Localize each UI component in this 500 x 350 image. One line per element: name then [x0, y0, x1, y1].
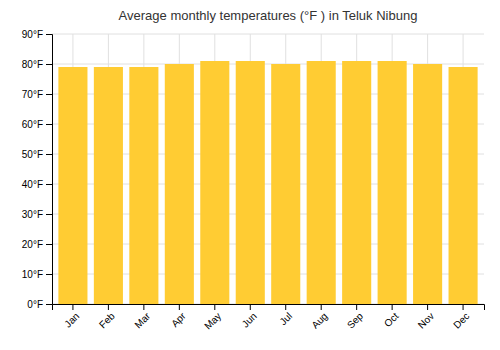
x-tick: Jul [277, 304, 294, 327]
bar [236, 61, 265, 304]
x-tick-label: Sep [345, 310, 366, 331]
bar [271, 64, 300, 304]
bar [94, 67, 123, 304]
y-axis: 0°F 10°F 20°F 30°F 40°F 50°F 60°F 70°F 80°F 90°F [22, 29, 53, 310]
y-tick-label: 60°F [22, 119, 43, 130]
y-tick: 80°F [22, 59, 52, 70]
x-tick: Oct [382, 304, 401, 329]
bar [342, 61, 371, 304]
x-tick-label: Aug [309, 310, 329, 330]
y-tick-mark [46, 274, 52, 275]
y-axis-line [46, 35, 53, 305]
x-axis: Jan Feb Mar Apr May Jun Jul Aug Sep Oct Nov Dec [53, 304, 485, 332]
x-tick-label: Jul [277, 310, 294, 327]
y-tick-label: 10°F [22, 269, 43, 280]
x-tick-label: Jun [240, 310, 259, 329]
y-tick-mark [46, 34, 52, 35]
x-tick-mark [427, 304, 428, 310]
x-tick: Nov [416, 304, 436, 331]
x-tick-mark [463, 304, 464, 310]
y-tick-mark [46, 124, 52, 125]
x-axis-line [53, 305, 485, 311]
y-tick-mark [46, 64, 52, 65]
y-tick: 20°F [22, 239, 52, 250]
y-tick-label: 0°F [27, 299, 43, 310]
x-tick-mark [108, 304, 109, 310]
y-tick: 0°F [27, 299, 52, 310]
chart-container: 0°F 10°F 20°F 30°F 40°F 50°F 60°F 70°F 80°F 90°F J… [0, 0, 500, 350]
y-tick-mark [46, 154, 52, 155]
y-tick-mark [46, 94, 52, 95]
x-tick-mark [250, 304, 251, 310]
bar [449, 67, 478, 304]
y-tick-mark [46, 214, 52, 215]
y-tick: 70°F [22, 89, 52, 100]
x-tick-mark [179, 304, 180, 310]
bar [129, 67, 158, 304]
x-tick-mark [214, 304, 215, 310]
y-tick: 40°F [22, 179, 52, 190]
x-tick: Mar [132, 304, 152, 330]
y-tick: 90°F [22, 29, 52, 40]
x-tick: Sep [345, 304, 366, 331]
bar [378, 61, 407, 304]
y-tick-mark [46, 184, 52, 185]
x-tick-label: Mar [132, 310, 152, 330]
y-tick-label: 70°F [22, 89, 43, 100]
x-tick-label: Apr [169, 310, 188, 329]
x-tick-label: Oct [382, 310, 401, 329]
x-tick: Jan [62, 304, 81, 330]
bars [58, 61, 477, 304]
y-tick: 10°F [22, 269, 52, 280]
x-tick-mark [143, 304, 144, 310]
bar [307, 61, 336, 304]
x-tick-label: Jan [62, 310, 81, 329]
y-tick-label: 30°F [22, 209, 43, 220]
x-tick-mark [72, 304, 73, 310]
x-tick: Jun [240, 304, 259, 330]
y-tick: 50°F [22, 149, 52, 160]
bar [58, 67, 87, 304]
x-tick-mark [356, 304, 357, 310]
y-tick-label: 40°F [22, 179, 43, 190]
x-tick-label: May [202, 310, 223, 331]
grid-line-y [52, 34, 484, 35]
bar [413, 64, 442, 304]
y-tick-label: 80°F [22, 59, 43, 70]
chart-svg: 0°F 10°F 20°F 30°F 40°F 50°F 60°F 70°F 80°F 90°F J… [0, 0, 500, 350]
x-tick-mark [285, 304, 286, 310]
bar [165, 64, 194, 304]
x-tick-label: Nov [416, 310, 436, 330]
x-tick: Feb [97, 304, 117, 330]
y-tick-mark [46, 244, 52, 245]
x-tick-mark [392, 304, 393, 310]
y-tick: 30°F [22, 209, 52, 220]
y-tick-label: 20°F [22, 239, 43, 250]
y-tick: 60°F [22, 119, 52, 130]
grid [52, 34, 484, 304]
y-tick-label: 90°F [22, 29, 43, 40]
x-tick-label: Feb [97, 310, 117, 330]
x-tick-mark [321, 304, 322, 310]
plot: 0°F 10°F 20°F 30°F 40°F 50°F 60°F 70°F 80°F 90°F J… [22, 29, 485, 332]
x-tick-label: Dec [451, 310, 471, 330]
title: Average monthly temperatures (°F ) in Te… [119, 8, 418, 23]
y-tick-mark [46, 304, 52, 305]
x-tick: May [202, 304, 223, 332]
y-tick-label: 50°F [22, 149, 43, 160]
x-tick: Aug [309, 304, 329, 331]
x-tick: Dec [451, 304, 471, 331]
x-tick: Apr [169, 304, 188, 329]
bar [200, 61, 229, 304]
